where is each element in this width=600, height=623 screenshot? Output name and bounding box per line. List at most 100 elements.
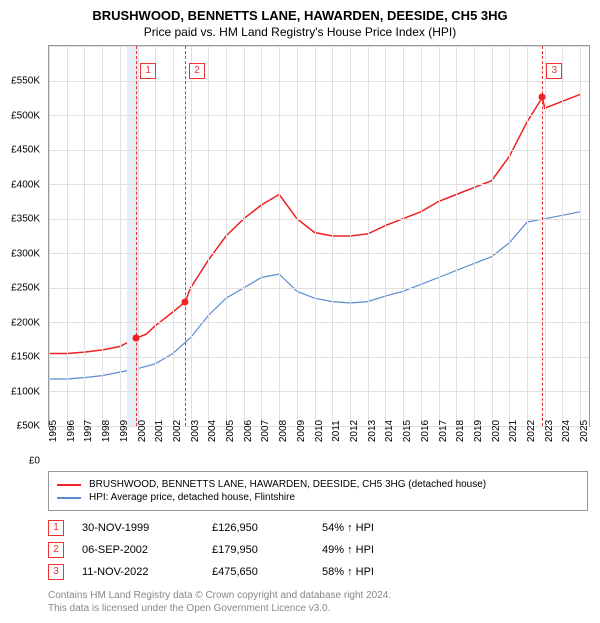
gridline-h [49,253,589,254]
marker-vline [185,46,186,426]
x-tick-label: 2009 [296,420,307,442]
gridline-v [297,46,298,426]
gridline-v [474,46,475,426]
gridline-v [84,46,85,426]
events-table: 1 30-NOV-1999£126,95054% ↑ HPI 2 06-SEP-200… [48,517,588,583]
x-tick-label: 2003 [190,420,201,442]
x-tick-label: 1995 [48,420,59,442]
gridline-v [261,46,262,426]
gridline-v [527,46,528,426]
marker-dot [181,298,188,305]
gridline-v [350,46,351,426]
x-tick-label: 2023 [544,420,555,442]
x-tick-label: 2007 [260,420,271,442]
gridline-v [208,46,209,426]
gridline-h [49,150,589,151]
gridline-v [562,46,563,426]
x-tick-label: 1997 [83,420,94,442]
marker-box: 3 [546,63,562,79]
x-tick-label: 2022 [526,420,537,442]
event-row: 311-NOV-2022£475,65058% ↑ HPI [48,561,588,583]
x-tick-label: 2012 [349,420,360,442]
y-tick-label: £250K [11,283,40,294]
event-price: £179,950 [212,544,322,556]
x-tick-label: 2021 [508,420,519,442]
event-date: 06-SEP-2002 [82,544,212,556]
gridline-v [439,46,440,426]
event-pct: 49% ↑ HPI [322,544,374,556]
x-tick-label: 1999 [119,420,130,442]
event-marker-box: 3 [48,564,64,580]
x-tick-label: 2002 [172,420,183,442]
y-tick-label: £400K [11,179,40,190]
y-tick-label: £150K [11,352,40,363]
legend: BRUSHWOOD, BENNETTS LANE, HAWARDEN, DEES… [48,471,588,511]
event-row: 1 30-NOV-1999£126,95054% ↑ HPI [48,517,588,539]
gridline-v [492,46,493,426]
gridline-v [279,46,280,426]
legend-row: BRUSHWOOD, BENNETTS LANE, HAWARDEN, DEES… [57,478,579,491]
gridline-v [403,46,404,426]
x-tick-label: 2019 [473,420,484,442]
gridline-h [49,219,589,220]
x-tick-label: 2013 [367,420,378,442]
event-pct: 54% ↑ HPI [322,522,374,534]
footnote: Contains HM Land Registry data © Crown c… [48,589,588,615]
x-tick-label: 2005 [225,420,236,442]
x-tick-label: 2017 [438,420,449,442]
gridline-h [49,357,589,358]
gridline-v [102,46,103,426]
x-tick-label: 2008 [278,420,289,442]
event-price: £475,650 [212,566,322,578]
x-tick-label: 2000 [137,420,148,442]
gridline-h [49,115,589,116]
marker-box: 1 [140,63,156,79]
footnote-line: This data is licensed under the Open Gov… [48,602,588,615]
x-tick-label: 2011 [331,420,342,442]
x-tick-label: 2014 [384,420,395,442]
gridline-v [173,46,174,426]
gridline-h [49,288,589,289]
legend-label: HPI: Average price, detached house, Flin… [89,492,295,503]
gridline-v [155,46,156,426]
marker-vline [542,46,543,426]
marker-vline [136,46,137,426]
x-tick-label: 2016 [420,420,431,442]
gridline-h [49,46,589,47]
gridline-v [368,46,369,426]
y-axis-labels: £0£50K£100K£150K£200K£250K£300K£350K£400… [0,81,44,461]
x-axis-labels: 1995199619971998199920002001200220032004… [48,427,588,461]
y-tick-label: £500K [11,110,40,121]
x-tick-label: 2025 [579,420,590,442]
x-tick-label: 2010 [314,420,325,442]
legend-label: BRUSHWOOD, BENNETTS LANE, HAWARDEN, DEES… [89,479,486,490]
x-tick-label: 2004 [207,420,218,442]
gridline-h [49,322,589,323]
event-date: 30-NOV-1999 [82,522,212,534]
legend-swatch [57,497,81,499]
x-tick-label: 2020 [491,420,502,442]
gridline-h [49,391,589,392]
footnote-line: Contains HM Land Registry data © Crown c… [48,589,588,602]
gridline-v [580,46,581,426]
x-tick-label: 2018 [455,420,466,442]
plot-area: 123 [48,45,590,427]
gridline-v [385,46,386,426]
event-marker-box: 1 [48,520,64,536]
gridline-v [138,46,139,426]
gridline-v [509,46,510,426]
gridline-v [244,46,245,426]
y-tick-label: £50K [17,421,40,432]
y-tick-label: £100K [11,386,40,397]
event-price: £126,950 [212,522,322,534]
chart-container: BRUSHWOOD, BENNETTS LANE, HAWARDEN, DEES… [0,0,600,615]
y-tick-label: £0 [29,456,40,467]
gridline-h [49,81,589,82]
gridline-h [49,184,589,185]
x-tick-label: 2006 [243,420,254,442]
y-tick-label: £350K [11,214,40,225]
legend-swatch [57,484,81,486]
chart-title: BRUSHWOOD, BENNETTS LANE, HAWARDEN, DEES… [0,0,600,23]
event-marker-box: 2 [48,542,64,558]
legend-row: HPI: Average price, detached house, Flin… [57,491,579,504]
